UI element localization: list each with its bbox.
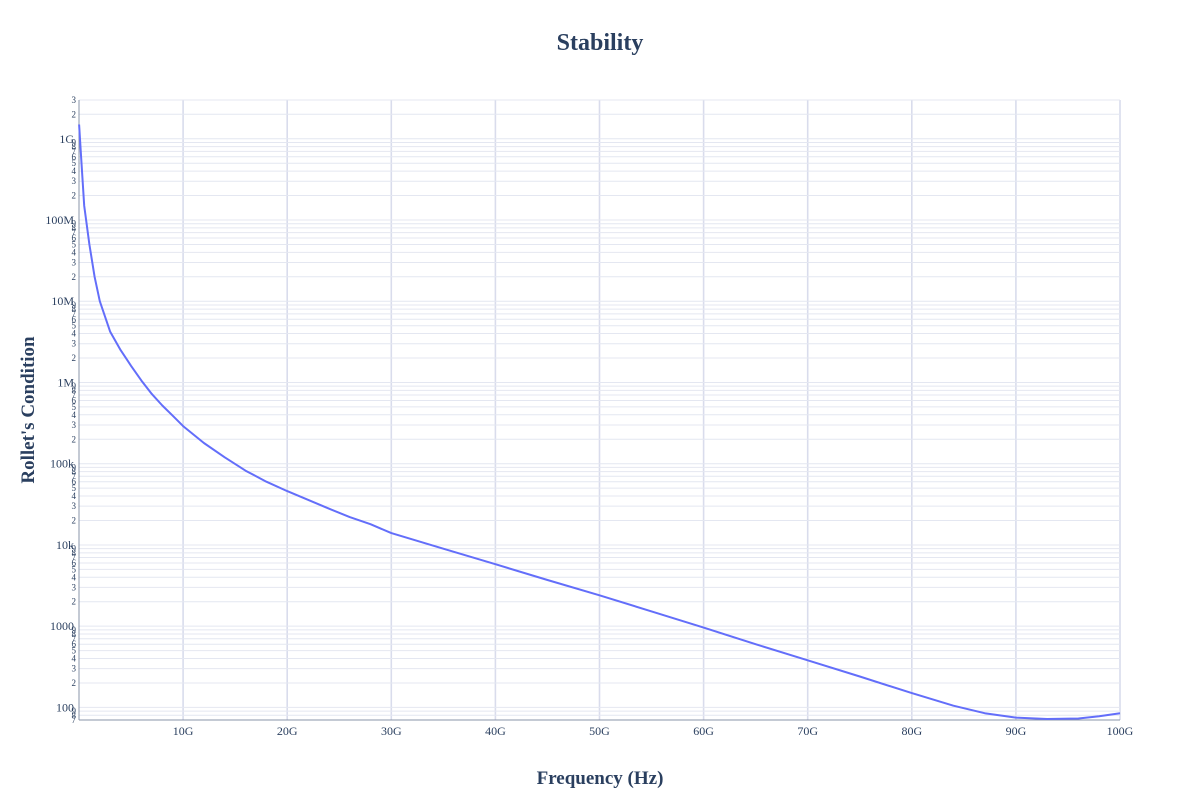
y-minor-tick-label: 9: [72, 625, 77, 635]
y-minor-tick-label: 4: [72, 491, 77, 501]
y-minor-tick-label: 3: [72, 501, 77, 511]
x-tick-label: 90G: [1006, 724, 1027, 738]
y-minor-tick-label: 9: [72, 219, 77, 229]
y-minor-tick-label: 6: [72, 639, 77, 649]
y-minor-tick-label: 9: [72, 137, 77, 147]
y-minor-tick-label: 8: [72, 304, 77, 314]
y-tick-label: 10k: [56, 538, 74, 552]
y-minor-tick-label: 4: [72, 410, 77, 420]
y-minor-tick-label: 2: [72, 515, 77, 525]
y-minor-tick-label: 3: [72, 95, 77, 105]
y-tick-label: 1000: [50, 619, 74, 633]
y-minor-tick-label: 5: [72, 646, 77, 656]
x-tick-label: 20G: [277, 724, 298, 738]
y-minor-tick-label: 8: [72, 467, 77, 477]
x-tick-label: 50G: [589, 724, 610, 738]
y-minor-tick-label: 8: [72, 629, 77, 639]
y-minor-tick-label: 2: [72, 272, 77, 282]
y-minor-tick-label: 8: [72, 223, 77, 233]
y-minor-tick-label: 2: [72, 109, 77, 119]
y-minor-tick-label: 4: [72, 654, 77, 664]
y-minor-tick-label: 5: [72, 321, 77, 331]
x-tick-label: 10G: [173, 724, 194, 738]
y-minor-tick-label: 9: [72, 381, 77, 391]
y-minor-tick-label: 6: [72, 477, 77, 487]
y-minor-tick-label: 5: [72, 158, 77, 168]
y-minor-tick-label: 2: [72, 353, 77, 363]
series-layer: [78, 124, 1121, 720]
y-minor-tick-label: 5: [72, 239, 77, 249]
y-tick-label: 1G: [59, 132, 74, 146]
y-tick-label: 10M: [51, 294, 74, 308]
y-minor-tick-label: 4: [72, 572, 77, 582]
x-tick-label: 60G: [693, 724, 714, 738]
y-minor-tick-label: 4: [72, 247, 77, 257]
chart-title: Stability: [557, 30, 644, 56]
y-minor-tick-label: 7: [72, 309, 77, 319]
y-minor-tick-label: 7: [72, 553, 77, 563]
y-tick-label: 100M: [45, 213, 74, 227]
y-minor-tick-label: 3: [72, 664, 77, 674]
x-axis-title: Frequency (Hz): [537, 768, 664, 789]
y-minor-tick-label: 7: [72, 715, 77, 725]
y-tick-label: 100k: [50, 457, 74, 471]
y-minor-tick-label: 6: [72, 152, 77, 162]
y-minor-tick-label: 6: [72, 233, 77, 243]
y-minor-tick-label: 5: [72, 402, 77, 412]
y-minor-tick-label: 8: [72, 142, 77, 152]
y-minor-tick-label: 3: [72, 582, 77, 592]
y-minor-tick-label: 6: [72, 314, 77, 324]
y-minor-tick-label: 6: [72, 558, 77, 568]
y-minor-tick-label: 2: [72, 597, 77, 607]
y-minor-tick-label: 3: [72, 176, 77, 186]
tick-labels: 10G 20G 30G 40G 50G 60G 70G 80G 90G 100G789234567…: [45, 95, 1133, 738]
y-minor-tick-label: 9: [72, 300, 77, 310]
y-minor-tick-label: 4: [72, 166, 77, 176]
y-minor-tick-label: 7: [72, 471, 77, 481]
y-minor-tick-label: 7: [72, 146, 77, 156]
y-minor-tick-label: 7: [72, 228, 77, 238]
y-minor-tick-label: 8: [72, 548, 77, 558]
x-tick-label: 40G: [485, 724, 506, 738]
y-tick-label: 100: [56, 700, 74, 714]
y-minor-tick-label: 8: [72, 385, 77, 395]
y-minor-tick-label: 2: [72, 191, 77, 201]
y-minor-tick-label: 7: [72, 634, 77, 644]
y-minor-tick-label: 7: [72, 390, 77, 400]
y-minor-tick-label: 4: [72, 329, 77, 339]
grid-layer: [79, 99, 1121, 721]
y-minor-tick-label: 5: [72, 564, 77, 574]
x-tick-label: 30G: [381, 724, 402, 738]
y-minor-tick-label: 8: [72, 710, 77, 720]
y-minor-tick-label: 5: [72, 483, 77, 493]
series-line: [78, 124, 1121, 720]
y-minor-tick-label: 2: [72, 678, 77, 688]
y-tick-label: 1M: [57, 375, 74, 389]
y-minor-tick-label: 9: [72, 706, 77, 716]
y-minor-tick-label: 9: [72, 544, 77, 554]
y-minor-tick-label: 3: [72, 257, 77, 267]
y-minor-tick-label: 9: [72, 462, 77, 472]
x-tick-label: 100G: [1107, 724, 1134, 738]
y-minor-tick-label: 3: [72, 339, 77, 349]
y-minor-tick-label: 2: [72, 434, 77, 444]
x-tick-label: 70G: [797, 724, 818, 738]
y-minor-tick-label: 6: [72, 395, 77, 405]
y-minor-tick-label: 3: [72, 420, 77, 430]
x-tick-label: 80G: [901, 724, 922, 738]
y-axis-title: Rollet's Condition: [18, 336, 39, 484]
